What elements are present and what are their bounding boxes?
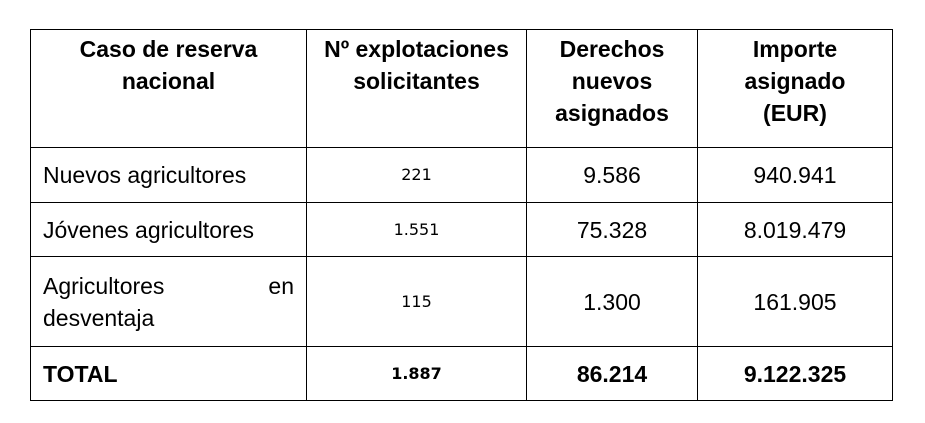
row-importe: 8.019.479 xyxy=(697,202,893,257)
row-derechos: 75.328 xyxy=(526,202,698,257)
row-derechos: 1.300 xyxy=(526,256,698,347)
row-caso: Agricultores en desventaja xyxy=(30,256,307,347)
table-row: Agricultores en desventaja 115 1.300 161… xyxy=(30,256,893,347)
row-explotaciones: 1.551 xyxy=(306,202,527,257)
row-importe: 940.941 xyxy=(697,147,893,203)
row-importe: 161.905 xyxy=(697,256,893,347)
row-caso: Nuevos agricultores xyxy=(30,147,307,203)
reserve-allocation-table: Caso de reserva nacional Nº explotacione… xyxy=(30,29,893,401)
table-row: Nuevos agricultores 221 9.586 940.941 xyxy=(30,147,893,203)
header-row: Caso de reserva nacional Nº explotacione… xyxy=(30,29,893,148)
table-row: Jóvenes agricultores 1.551 75.328 8.019.… xyxy=(30,202,893,257)
row-caso-word: Agricultores xyxy=(43,272,165,299)
row-caso-line1: Agricultores en xyxy=(43,270,294,302)
total-importe: 9.122.325 xyxy=(697,346,893,401)
row-derechos: 9.586 xyxy=(526,147,698,203)
header-explotaciones: Nº explotaciones solicitantes xyxy=(306,29,527,148)
row-explotaciones: 221 xyxy=(306,147,527,203)
total-label: TOTAL xyxy=(30,346,307,401)
header-caso: Caso de reserva nacional xyxy=(30,29,307,148)
header-derechos: Derechos nuevos asignados xyxy=(526,29,698,148)
row-caso: Jóvenes agricultores xyxy=(30,202,307,257)
row-explotaciones: 115 xyxy=(306,256,527,347)
total-explotaciones: 1.887 xyxy=(306,346,527,401)
total-row: TOTAL 1.887 86.214 9.122.325 xyxy=(30,346,893,401)
row-caso-word: en xyxy=(268,272,294,299)
total-derechos: 86.214 xyxy=(526,346,698,401)
row-caso-line2: desventaja xyxy=(43,304,155,331)
header-importe: Importe asignado (EUR) xyxy=(697,29,893,148)
